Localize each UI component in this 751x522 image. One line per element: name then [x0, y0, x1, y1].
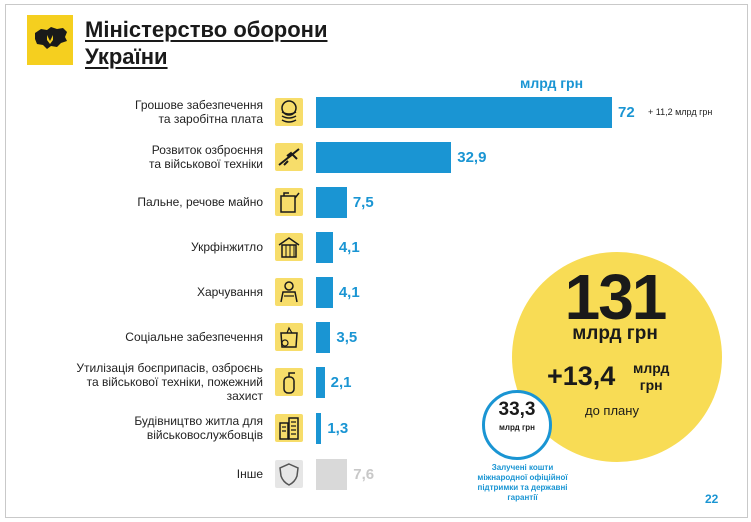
increase-value: +13,4 [547, 361, 616, 391]
intl-support-note: Залучені кошти міжнародної офіційної під… [455, 463, 590, 503]
intl-note-line-4: гарантії [507, 493, 538, 502]
title-line-2: України [85, 44, 168, 69]
intl-support-circle [482, 390, 552, 460]
category-label-line: Розвиток озброєння [151, 143, 263, 157]
bar [316, 142, 452, 173]
bar [316, 322, 331, 353]
bar [316, 232, 333, 263]
intl-support-value: 33,3 [498, 399, 536, 420]
bar [316, 413, 322, 444]
intl-note-line-2: міжнародної офіційної [477, 473, 568, 482]
page-title: Міністерство оборони України [85, 16, 327, 70]
bar-value-label: 4,1 [338, 239, 360, 256]
bar-value-label: 72 [618, 104, 635, 121]
category-label-line: Інше [236, 467, 263, 481]
total-value: 131 [564, 261, 668, 333]
chart-unit-label: млрд грн [520, 75, 584, 91]
bar-value-label: 1,3 [327, 420, 349, 437]
bar [316, 187, 347, 218]
category-label-line: військовослужбовців [146, 428, 263, 442]
bar [316, 367, 325, 398]
bar [316, 97, 612, 128]
category-label-line: Укрфінжитло [191, 240, 263, 254]
total-unit: млрд грн [572, 323, 658, 344]
increase-sub: до плану [585, 403, 639, 418]
bar-value-label: 7,6 [353, 466, 375, 483]
bar-value-label: 2,1 [330, 374, 352, 391]
category-label-line: Утилізація боєприпасів, озброєнь [76, 361, 263, 375]
apartment-building-icon [275, 414, 303, 442]
fuel-canister-icon [275, 188, 303, 216]
category-label-line: Пальне, речове майно [137, 195, 263, 209]
bar-value-label: 4,1 [338, 284, 360, 301]
category-label-line: Харчування [196, 285, 263, 299]
page-number: 22 [705, 492, 719, 506]
coins-icon [275, 98, 303, 126]
category-label: Розвиток озброєння та військової техніки [73, 143, 263, 171]
housing-icon [275, 233, 303, 261]
category-label-line: Соціальне забезпечення [125, 330, 263, 344]
category-label-line: Грошове забезпечення [135, 98, 263, 112]
category-label: Утилізація боєприпасів, озброєнь та війсь… [73, 361, 263, 403]
category-label-line: та військової техніки [148, 157, 263, 171]
category-label: Інше [73, 467, 263, 481]
increase-unit-line-2: грн [639, 377, 663, 393]
category-label: Пальне, речове майно [73, 195, 263, 209]
title-line-1: Міністерство оборони [85, 17, 328, 42]
bar-value-label: 3,5 [336, 329, 358, 346]
category-label-line: та заробітна плата [158, 112, 263, 126]
category-label: Укрфінжитло [73, 240, 263, 254]
shield-icon [275, 460, 303, 488]
bar-value-label: 7,5 [352, 194, 374, 211]
category-label: Соціальне забезпечення [73, 330, 263, 344]
category-label-line: Будівництво житла для [134, 414, 263, 428]
category-label-line: захист [226, 389, 263, 403]
weapon-icon [275, 143, 303, 171]
category-label-line: та військової техніки, пожежний [86, 375, 263, 389]
increase-unit-line-1: млрд [633, 360, 670, 376]
increase-unit: млрд грн [633, 360, 669, 394]
fire-extinguisher-icon [275, 368, 303, 396]
category-label: Будівництво житла для військовослужбовців [73, 414, 263, 442]
bar [316, 277, 333, 308]
category-label: Грошове забезпечення та заробітна плата [73, 98, 263, 126]
intl-support-unit: млрд грн [498, 423, 536, 432]
ukraine-map-logo-icon [27, 15, 73, 65]
first-bar-note: + 11,2 млрд грн [648, 107, 713, 117]
grocery-bag-icon [275, 323, 303, 351]
intl-note-line-3: підтримки та державні [477, 483, 568, 492]
bar-value-label: 32,9 [457, 149, 487, 166]
intl-note-line-1: Залучені кошти [491, 463, 554, 472]
bar [316, 459, 348, 490]
category-label: Харчування [73, 285, 263, 299]
soldier-icon [275, 278, 303, 306]
